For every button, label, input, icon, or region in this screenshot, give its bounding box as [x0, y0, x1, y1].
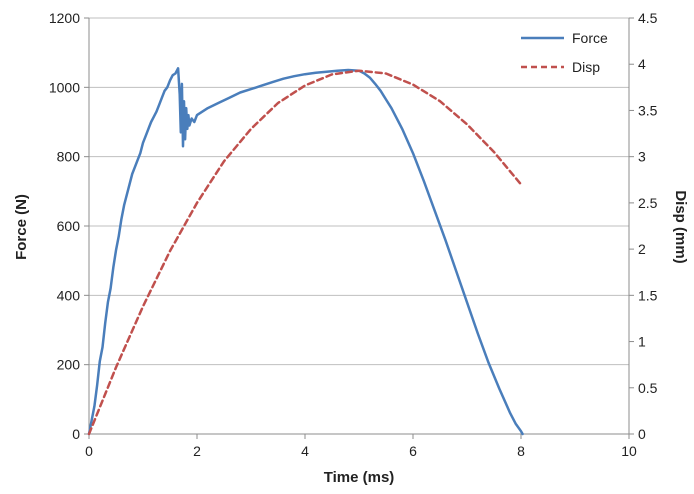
left-tick-label: 200	[57, 357, 81, 373]
right-tick-label: 0	[638, 426, 646, 442]
x-tick-label: 6	[409, 443, 417, 459]
right-tick-label: 2.5	[638, 195, 658, 211]
legend-label-disp: Disp	[572, 59, 600, 75]
right-axis-ticks: 0 0.5 1 1.5 2 2.5 3 3.5 4 4.5	[629, 10, 658, 442]
right-tick-label: 4	[638, 56, 646, 72]
legend: Force Disp	[521, 30, 608, 75]
left-axis-ticks: 0 200 400 600 800 1000 1200	[49, 10, 89, 442]
x-tick-label: 0	[85, 443, 93, 459]
right-tick-label: 1.5	[638, 287, 658, 303]
series-layer	[87, 67, 524, 436]
legend-label-force: Force	[572, 30, 608, 46]
left-tick-label: 1000	[49, 79, 80, 95]
x-tick-label: 10	[621, 443, 637, 459]
left-tick-label: 400	[57, 287, 81, 303]
left-tick-label: 1200	[49, 10, 80, 26]
right-tick-label: 0.5	[638, 380, 658, 396]
right-tick-label: 4.5	[638, 10, 658, 26]
x-axis-title: Time (ms)	[324, 469, 395, 486]
right-tick-label: 2	[638, 241, 646, 257]
x-tick-label: 2	[193, 443, 201, 459]
left-tick-label: 600	[57, 218, 81, 234]
x-tick-label: 4	[301, 443, 309, 459]
right-tick-label: 1	[638, 334, 646, 350]
right-tick-label: 3.5	[638, 102, 658, 118]
series-line-force	[87, 67, 524, 436]
series-line-disp	[87, 69, 523, 436]
x-tick-label: 8	[517, 443, 525, 459]
y-axis-title: Force (N)	[13, 194, 30, 260]
left-tick-label: 0	[72, 426, 80, 442]
y2-axis-title: Disp (mm)	[672, 190, 689, 263]
x-axis-ticks: 0 2 4 6 8 10	[85, 434, 637, 459]
left-tick-label: 800	[57, 149, 81, 165]
right-tick-label: 3	[638, 149, 646, 165]
